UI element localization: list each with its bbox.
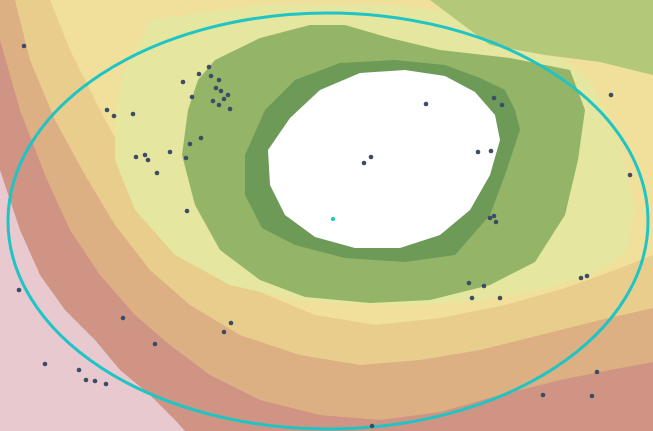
observation-point[interactable] xyxy=(594,369,600,375)
observation-point[interactable] xyxy=(466,280,472,286)
observation-point[interactable] xyxy=(210,98,216,104)
observation-point[interactable] xyxy=(187,141,193,147)
observation-point[interactable] xyxy=(227,106,233,112)
observation-point[interactable] xyxy=(133,154,139,160)
observation-point[interactable] xyxy=(487,215,493,221)
observation-point[interactable] xyxy=(608,92,614,98)
observation-point[interactable] xyxy=(228,320,234,326)
observation-point[interactable] xyxy=(180,79,186,85)
observation-point[interactable] xyxy=(578,275,584,281)
observation-point[interactable] xyxy=(76,367,82,373)
observation-point[interactable] xyxy=(183,155,189,161)
observation-point[interactable] xyxy=(423,101,429,107)
zone-core-dark-green xyxy=(268,70,500,248)
boundary-ellipse[interactable] xyxy=(6,11,650,431)
observation-point[interactable] xyxy=(167,149,173,155)
observation-point[interactable] xyxy=(481,283,487,289)
observation-point[interactable] xyxy=(218,88,224,94)
observation-point[interactable] xyxy=(216,77,222,83)
observation-point[interactable] xyxy=(225,92,231,98)
observation-point[interactable] xyxy=(103,381,109,387)
observation-point[interactable] xyxy=(493,219,499,225)
observation-point[interactable] xyxy=(221,329,227,335)
observation-point[interactable] xyxy=(198,135,204,141)
observation-point[interactable] xyxy=(540,392,546,398)
observation-point[interactable] xyxy=(361,160,367,166)
zone-band-top-right-green xyxy=(430,0,653,75)
observation-point[interactable] xyxy=(475,149,481,155)
observation-point[interactable] xyxy=(469,295,475,301)
observation-point[interactable] xyxy=(92,378,98,384)
observation-point[interactable] xyxy=(368,154,374,160)
observation-point[interactable] xyxy=(491,213,497,219)
observation-point[interactable] xyxy=(497,295,503,301)
observation-point[interactable] xyxy=(189,94,195,100)
observation-point[interactable] xyxy=(488,148,494,154)
observation-point[interactable] xyxy=(184,208,190,214)
observation-point[interactable] xyxy=(154,170,160,176)
observation-point[interactable] xyxy=(145,157,151,163)
observation-point[interactable] xyxy=(130,111,136,117)
observation-point[interactable] xyxy=(584,273,590,279)
observation-point[interactable] xyxy=(221,96,227,102)
observation-point[interactable] xyxy=(152,341,158,347)
observation-point[interactable] xyxy=(213,85,219,91)
observation-point[interactable] xyxy=(491,95,497,101)
observation-point[interactable] xyxy=(142,152,148,158)
observation-point[interactable] xyxy=(216,102,222,108)
observation-point[interactable] xyxy=(16,287,22,293)
observation-point[interactable] xyxy=(42,361,48,367)
observation-point[interactable] xyxy=(499,102,505,108)
observation-point[interactable] xyxy=(369,423,375,429)
observation-point[interactable] xyxy=(589,393,595,399)
observation-point[interactable] xyxy=(111,113,117,119)
observation-point[interactable] xyxy=(196,71,202,77)
observation-points xyxy=(16,43,633,429)
observation-point[interactable] xyxy=(627,172,633,178)
observation-point[interactable] xyxy=(120,315,126,321)
observation-point[interactable] xyxy=(206,64,212,70)
observation-point[interactable] xyxy=(104,107,110,113)
center-marker[interactable] xyxy=(331,217,335,221)
observation-point[interactable] xyxy=(21,43,27,49)
observation-point[interactable] xyxy=(83,377,89,383)
observation-point[interactable] xyxy=(208,73,214,79)
